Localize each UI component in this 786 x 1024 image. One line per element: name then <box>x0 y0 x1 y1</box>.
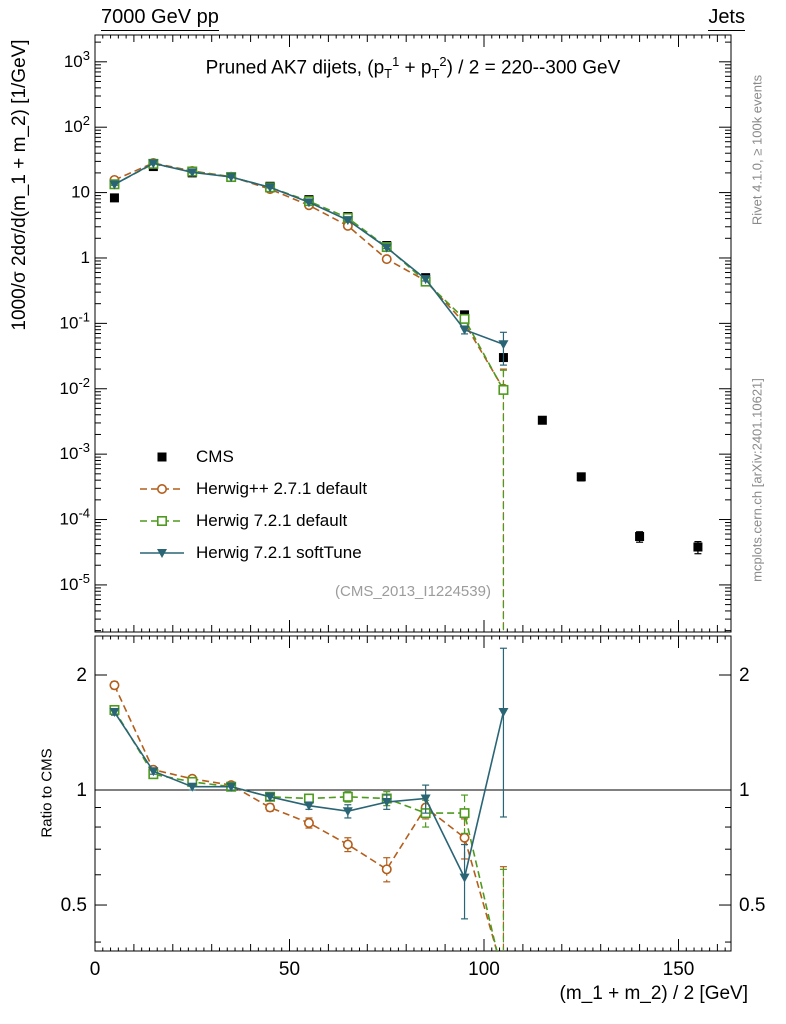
svg-text:1: 1 <box>76 780 87 801</box>
main-panel-series <box>109 158 703 632</box>
svg-text:103: 103 <box>64 48 90 71</box>
legend-item-herwig7-default: Herwig 7.2.1 default <box>138 505 367 537</box>
svg-text:150: 150 <box>663 959 695 980</box>
legend-item-herwigpp: Herwig++ 2.7.1 default <box>138 473 367 505</box>
mcplots-reference-label: mcplots.cern.ch [arXiv:2401.10621] <box>749 378 765 582</box>
beam-energy-label: 7000 GeV pp <box>101 6 219 31</box>
svg-text:0.5: 0.5 <box>61 895 87 916</box>
herwig7-softtune-marker-icon <box>140 549 184 558</box>
svg-text:0: 0 <box>90 959 101 980</box>
y-axis-title: 1000/σ 2dσ/d(m_1 + m_2) [1/GeV] <box>9 39 30 331</box>
x-axis-title: (m_1 + m_2) / 2 [GeV] <box>559 983 749 1004</box>
rivet-version-label: Rivet 4.1.0, ≥ 100k events <box>749 74 765 226</box>
svg-text:2: 2 <box>739 665 750 686</box>
ratio-panel-series <box>109 647 509 951</box>
analysis-group-label: Jets <box>708 6 745 31</box>
svg-text:2: 2 <box>76 665 87 686</box>
legend: CMS Herwig++ 2.7.1 default Herwig 7.2.1 … <box>138 441 367 569</box>
legend-label: Herwig 7.2.1 softTune <box>196 543 362 562</box>
legend-item-herwig7-softtune: Herwig 7.2.1 softTune <box>138 537 367 569</box>
ratio-axis-title: Ratio to CMS <box>38 748 56 838</box>
legend-label: CMS <box>196 447 234 466</box>
svg-text:10-3: 10-3 <box>60 440 90 463</box>
herwigpp-marker-icon <box>140 484 184 494</box>
svg-text:102: 102 <box>64 113 90 136</box>
plot-title: Pruned AK7 dijets, (pT1 + pT2) / 2 = 220… <box>205 54 621 82</box>
herwig7-default-marker-icon <box>140 516 184 526</box>
svg-text:1: 1 <box>81 248 90 267</box>
svg-text:10-4: 10-4 <box>60 506 90 529</box>
svg-text:10: 10 <box>71 183 90 202</box>
legend-item-cms: CMS <box>138 441 367 473</box>
svg-text:10-5: 10-5 <box>60 571 90 594</box>
svg-text:50: 50 <box>279 959 300 980</box>
legend-label: Herwig++ 2.7.1 default <box>196 479 368 498</box>
legend-label: Herwig 7.2.1 default <box>196 511 348 530</box>
cms-marker-icon <box>157 452 167 462</box>
svg-text:100: 100 <box>468 959 500 980</box>
svg-text:10-2: 10-2 <box>60 375 90 398</box>
analysis-id-watermark: (CMS_2013_I1224539) <box>335 583 491 600</box>
svg-text:0.5: 0.5 <box>739 895 765 916</box>
svg-text:10-1: 10-1 <box>60 309 90 332</box>
svg-text:1: 1 <box>739 780 750 801</box>
